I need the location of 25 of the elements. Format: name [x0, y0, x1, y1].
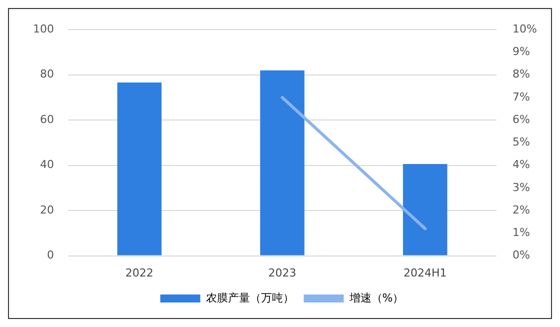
- x-tick-label: 2023: [268, 266, 296, 280]
- y2-tick-label: 9%: [512, 45, 530, 58]
- y-tick-label: 100: [32, 22, 54, 36]
- bar: [402, 164, 448, 256]
- y2-tick-label: 10%: [512, 22, 538, 36]
- y2-tick-label: 7%: [512, 90, 530, 104]
- legend-label: 增速（%）: [348, 291, 404, 304]
- y-tick-label: 0: [46, 248, 54, 262]
- x-tick-label: 2024H1: [403, 266, 447, 280]
- y2-tick-label: 5%: [512, 136, 530, 149]
- bar: [117, 82, 162, 256]
- bar: [260, 70, 304, 256]
- y-tick-label: 60: [40, 112, 54, 126]
- y2-tick-label: 6%: [512, 112, 530, 126]
- y2-tick-label: 8%: [512, 68, 530, 81]
- y2-tick-label: 1%: [512, 226, 530, 240]
- y2-tick-label: 3%: [512, 180, 530, 194]
- y-tick-label: 40: [40, 158, 54, 172]
- legend-label: 农膜产量（万吨）: [206, 291, 294, 304]
- y2-tick-label: 2%: [512, 203, 530, 216]
- y2-tick-label: 0%: [512, 248, 530, 262]
- y2-tick-label: 4%: [512, 158, 530, 172]
- y-tick-label: 80: [40, 68, 54, 81]
- y-tick-label: 20: [40, 203, 54, 216]
- x-tick-label: 2022: [125, 266, 154, 280]
